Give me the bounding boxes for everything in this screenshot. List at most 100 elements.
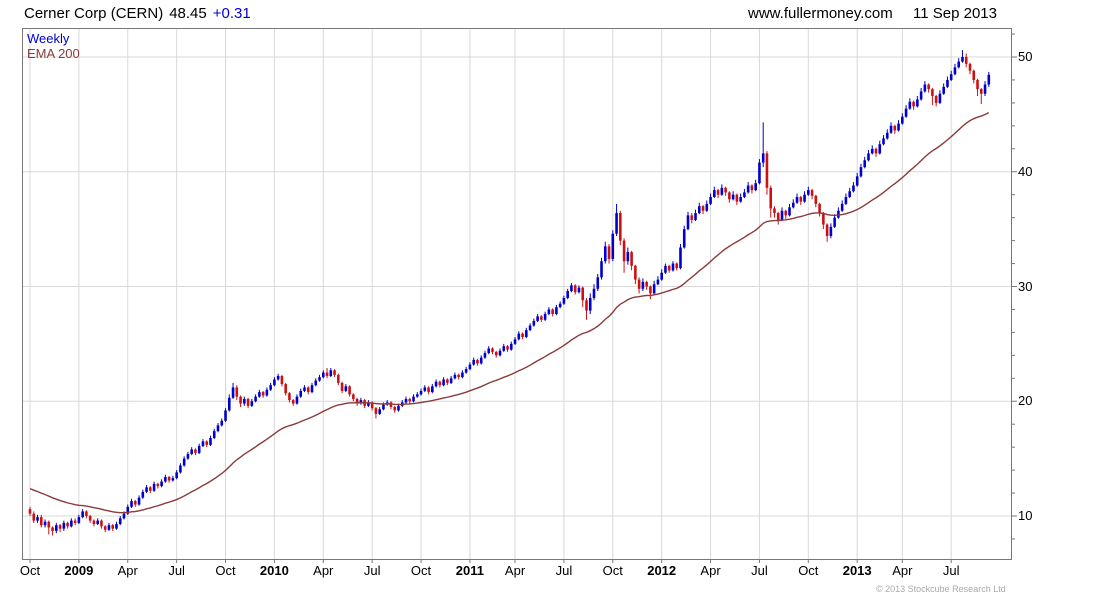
candle-body [852, 185, 855, 192]
candle-body [867, 153, 870, 161]
candle-body [859, 167, 863, 177]
price-change: +0.31 [212, 5, 251, 22]
candle-body [863, 160, 867, 168]
candle-body [190, 449, 193, 455]
price-chart [22, 28, 1017, 563]
candle-body [209, 437, 212, 445]
candle-body [649, 286, 652, 294]
candle-body [615, 213, 618, 234]
copyright-note: © 2013 Stockcube Research Ltd [876, 584, 1006, 594]
candle-body [528, 325, 532, 331]
candle-body [329, 370, 333, 376]
candle-body [713, 190, 716, 197]
y-tick-label: 20 [1018, 393, 1033, 409]
candle-body [464, 369, 468, 373]
candle-body [931, 89, 934, 97]
candle-body [212, 431, 216, 438]
candle-body [88, 516, 92, 521]
candle-body [408, 398, 412, 402]
candle-body [600, 261, 603, 278]
candle-body [348, 386, 351, 395]
candle-body [103, 526, 107, 530]
candle-body [566, 291, 569, 298]
candle-body [634, 265, 637, 280]
candle-body [472, 359, 475, 365]
candle-body [746, 185, 750, 193]
candle-body [645, 281, 648, 287]
candle-body [367, 402, 370, 406]
x-tick-label: Oct [410, 563, 432, 578]
candle-body [686, 215, 690, 230]
candle-body [532, 320, 536, 326]
candle-body [525, 330, 528, 337]
candle-body [791, 202, 795, 208]
candle-body [739, 197, 742, 202]
candle-body [58, 525, 62, 529]
candle-body [547, 309, 551, 315]
candle-body [750, 185, 754, 191]
candle-body [825, 224, 829, 237]
y-tick-label: 40 [1018, 163, 1033, 179]
candle-body [276, 376, 280, 380]
candle-body [269, 385, 272, 390]
candle-body [491, 348, 494, 352]
candle-body [803, 194, 806, 202]
candle-body [216, 425, 220, 432]
candle-body [720, 187, 724, 195]
candle-body [513, 339, 517, 344]
candle-body [28, 509, 32, 514]
candle-body [664, 265, 667, 273]
candle-body [133, 501, 137, 505]
candle-body [731, 194, 735, 200]
x-tick-label: 2011 [455, 563, 485, 578]
candle-body [141, 491, 145, 498]
candle-body [904, 108, 908, 117]
y-tick-label: 10 [1018, 508, 1033, 523]
candle-body [641, 281, 645, 289]
candle-body [431, 386, 434, 393]
candle-body [92, 520, 96, 525]
candle-body [893, 125, 897, 131]
candle-body [765, 153, 769, 188]
x-tick-label: 2013 [842, 563, 872, 578]
candle-body [453, 374, 457, 379]
candle-body [660, 272, 663, 280]
x-tick-label: Apr [313, 563, 334, 578]
candle-body [758, 162, 761, 184]
candle-body [171, 478, 175, 481]
x-tick-label: 2012 [647, 563, 677, 578]
candle-body [179, 465, 182, 473]
candle-body [479, 357, 483, 364]
candle-body [318, 377, 321, 381]
candle-body [502, 346, 506, 351]
x-tick-label: Jul [363, 563, 381, 578]
candle-body [160, 481, 163, 487]
candle-body [288, 393, 291, 401]
candle-body [96, 520, 99, 525]
x-tick-label: Jul [555, 563, 573, 578]
candle-body [156, 483, 160, 487]
candle-body [378, 409, 381, 414]
x-tick-label: Apr [700, 563, 721, 578]
candle-body [807, 190, 810, 195]
candle-body [122, 513, 126, 519]
candle-body [419, 390, 423, 395]
candle-body [355, 398, 359, 404]
candle-body [130, 501, 133, 507]
candle-body [476, 359, 479, 364]
candle-body [321, 372, 325, 378]
candle-body [446, 379, 449, 383]
x-tick-label: Apr [504, 563, 526, 578]
candle-body [175, 472, 178, 479]
chart-title: Cerner Corp (CERN) 48.45 +0.31 [24, 5, 257, 22]
candle-body [972, 70, 976, 80]
candle-body [968, 63, 972, 71]
candle-body [679, 247, 682, 269]
candle-body [126, 506, 130, 514]
candle-body [111, 525, 115, 529]
candle-body [182, 458, 186, 466]
candle-body [306, 387, 310, 393]
candle-body [152, 483, 156, 491]
candle-body [577, 287, 581, 293]
